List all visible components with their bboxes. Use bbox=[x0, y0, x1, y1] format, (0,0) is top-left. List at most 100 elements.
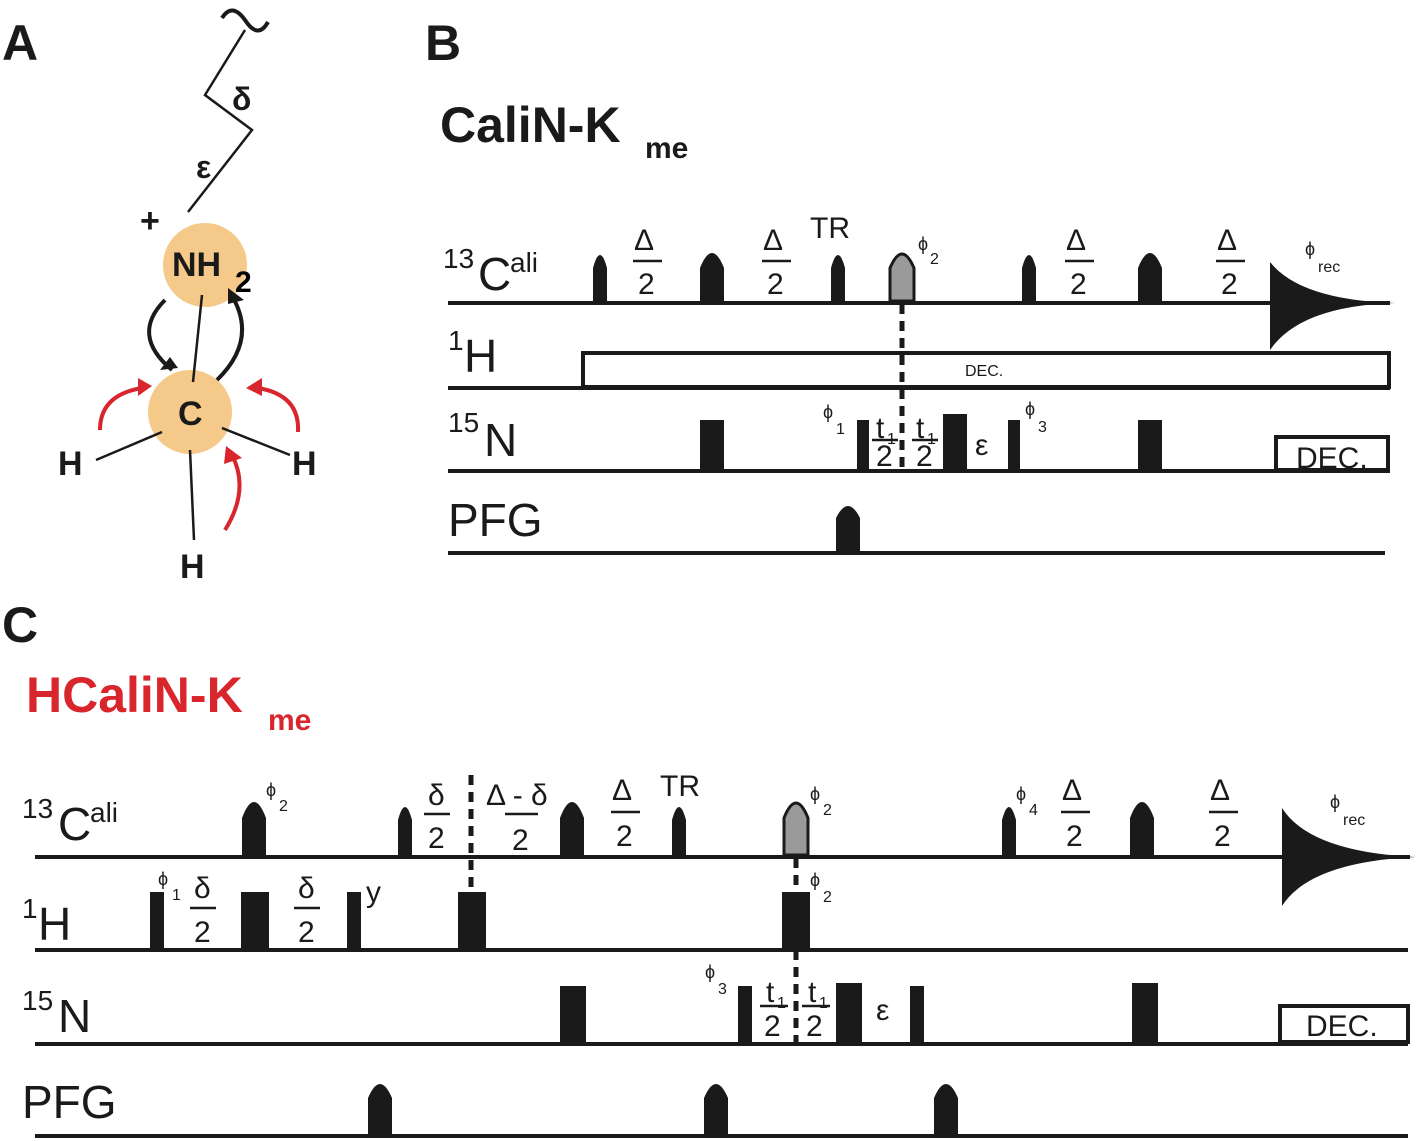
c-n15-90-1 bbox=[738, 986, 752, 1044]
c-pfg-gradient-1 bbox=[368, 1084, 392, 1136]
b-n15-main: N bbox=[484, 414, 517, 466]
b-eps-label: ε bbox=[975, 429, 988, 462]
red-arrow-left bbox=[98, 386, 143, 431]
c-phirec: ϕ bbox=[1330, 792, 1340, 812]
red-arrow-right bbox=[257, 386, 301, 433]
red-arrow-left-head bbox=[138, 378, 152, 396]
c-t1-left-two: 2 bbox=[764, 1010, 781, 1043]
b-phi2-label: ϕ bbox=[918, 234, 928, 254]
b-phi3-sub: 3 bbox=[1038, 419, 1047, 436]
b-n15-180-2 bbox=[943, 414, 967, 471]
b-t1-left: t bbox=[876, 412, 885, 445]
arrow-n-to-c bbox=[147, 298, 174, 372]
c-h-phi2: ϕ bbox=[810, 870, 820, 890]
c-t1-left-sub: 1 bbox=[777, 995, 786, 1012]
c-t1-left: t bbox=[766, 976, 775, 1009]
b-phirec-sub: rec bbox=[1318, 259, 1340, 276]
b-c13-sel-180-1 bbox=[700, 253, 724, 303]
panel-b-letter: B bbox=[425, 15, 461, 71]
c-h-delta-2: δ bbox=[298, 872, 315, 905]
c-two-d1: 2 bbox=[428, 822, 445, 855]
molecule-diagram: δ ε NH 2 + C H H H bbox=[58, 8, 317, 586]
b-delta-4: Δ bbox=[1217, 224, 1237, 257]
b-t1-left-two: 2 bbox=[876, 440, 893, 473]
c-h-bond-bottom bbox=[188, 449, 196, 541]
c-h-bond-left bbox=[95, 430, 163, 462]
b-n15-dec-box bbox=[1274, 435, 1390, 472]
panel-c-letter: C bbox=[2, 597, 38, 653]
c-phi2-b: ϕ bbox=[810, 784, 820, 804]
c-n15-sup: 15 bbox=[22, 985, 53, 1016]
hydrogen-bottom: H bbox=[180, 548, 205, 586]
b-c13-tr-pulse bbox=[831, 255, 845, 303]
arrow-c-to-n bbox=[215, 294, 245, 382]
nh-subscript: 2 bbox=[235, 266, 252, 299]
panel-c-sequence: 13 C ali 1 H 15 N PFG ϕ 2 δ 2 Δ - δ 2 Δ … bbox=[22, 770, 1416, 1138]
b-n15-90-2 bbox=[1008, 420, 1020, 471]
c-two-dm: 2 bbox=[512, 824, 529, 857]
c-two-1: 2 bbox=[616, 820, 633, 853]
c-fid bbox=[1282, 808, 1416, 906]
b-two-4: 2 bbox=[1221, 268, 1238, 301]
b-pfg-gradient bbox=[836, 506, 860, 553]
n-c-bond bbox=[191, 294, 204, 383]
c-phi4-sub: 4 bbox=[1029, 802, 1038, 819]
b-n15-dec-label: DEC. bbox=[1296, 442, 1368, 475]
b-delta-2: Δ bbox=[763, 224, 783, 257]
chain-wave bbox=[220, 8, 270, 33]
c-y-label: y bbox=[366, 876, 381, 909]
c-n15-180-3 bbox=[1132, 983, 1158, 1044]
side-chain-bonds bbox=[187, 29, 254, 213]
panel-a-letter: A bbox=[2, 15, 38, 71]
c-h-delta-1: δ bbox=[194, 872, 211, 905]
c-c13-sel-180-3 bbox=[1130, 802, 1154, 857]
panel-b-title: CaliN-K bbox=[440, 97, 621, 153]
c-h1-90-1 bbox=[150, 892, 164, 950]
c-n15-dec-label: DEC. bbox=[1306, 1010, 1378, 1043]
c-t1-right-sub: 1 bbox=[819, 995, 828, 1012]
c-c13-suffix: ali bbox=[90, 797, 118, 828]
b-c13-sel-90-1 bbox=[593, 255, 607, 303]
b-h1-dec-box bbox=[581, 351, 1391, 389]
panel-b-sequence: 13 C ali 1 H 15 N PFG Δ 2 Δ 2 TR ϕ 2 Δ 2… bbox=[443, 212, 1395, 555]
b-phirec-label: ϕ bbox=[1305, 239, 1315, 259]
b-c13-suffix: ali bbox=[510, 247, 538, 278]
nitrogen-atom-ball bbox=[163, 223, 247, 307]
c-h-phi2-sub: 2 bbox=[823, 889, 832, 906]
c-n15-dec-box bbox=[1278, 1004, 1410, 1044]
c-phi2-a: ϕ bbox=[266, 780, 276, 800]
c-delta-minus: Δ - δ bbox=[486, 779, 548, 812]
b-n15-sup: 15 bbox=[448, 407, 479, 438]
c-c13-sup: 13 bbox=[22, 793, 53, 824]
c-two-2: 2 bbox=[1066, 820, 1083, 853]
b-phi1-sub: 1 bbox=[836, 421, 845, 438]
b-delta-1: Δ bbox=[634, 224, 654, 257]
c-two-3: 2 bbox=[1214, 820, 1231, 853]
hydrogen-left: H bbox=[58, 445, 83, 483]
b-fid bbox=[1270, 262, 1395, 350]
b-phi2-sub: 2 bbox=[930, 251, 939, 268]
c-t1-right-two: 2 bbox=[806, 1010, 823, 1043]
b-two-3: 2 bbox=[1070, 268, 1087, 301]
c-phi2-a-sub: 2 bbox=[279, 798, 288, 815]
c-c13-sel-180-2 bbox=[560, 802, 584, 857]
b-h1-dec-label: DEC. bbox=[965, 363, 1003, 380]
c-Delta-1: Δ bbox=[612, 774, 632, 807]
c-t1-right: t bbox=[808, 976, 817, 1009]
carbon-label: C bbox=[178, 395, 203, 433]
delta-label: δ bbox=[232, 81, 251, 117]
b-delta-3: Δ bbox=[1066, 224, 1086, 257]
arrow-c-to-n-head bbox=[228, 288, 244, 304]
c-n15-180-1 bbox=[560, 986, 586, 1044]
b-h1-main: H bbox=[464, 330, 497, 382]
c-tr-label: TR bbox=[660, 770, 700, 803]
red-arrow-bottom bbox=[223, 454, 242, 532]
panel-c-title: HCaliN-K bbox=[26, 667, 243, 723]
c-h1-90-2 bbox=[347, 892, 361, 950]
c-c13-tr-pulse bbox=[672, 807, 686, 857]
b-c13-grey-pulse bbox=[888, 252, 916, 303]
c-phi4: ϕ bbox=[1016, 784, 1026, 804]
c-phirec-sub: rec bbox=[1343, 812, 1365, 829]
red-arrow-right-head bbox=[246, 378, 262, 396]
